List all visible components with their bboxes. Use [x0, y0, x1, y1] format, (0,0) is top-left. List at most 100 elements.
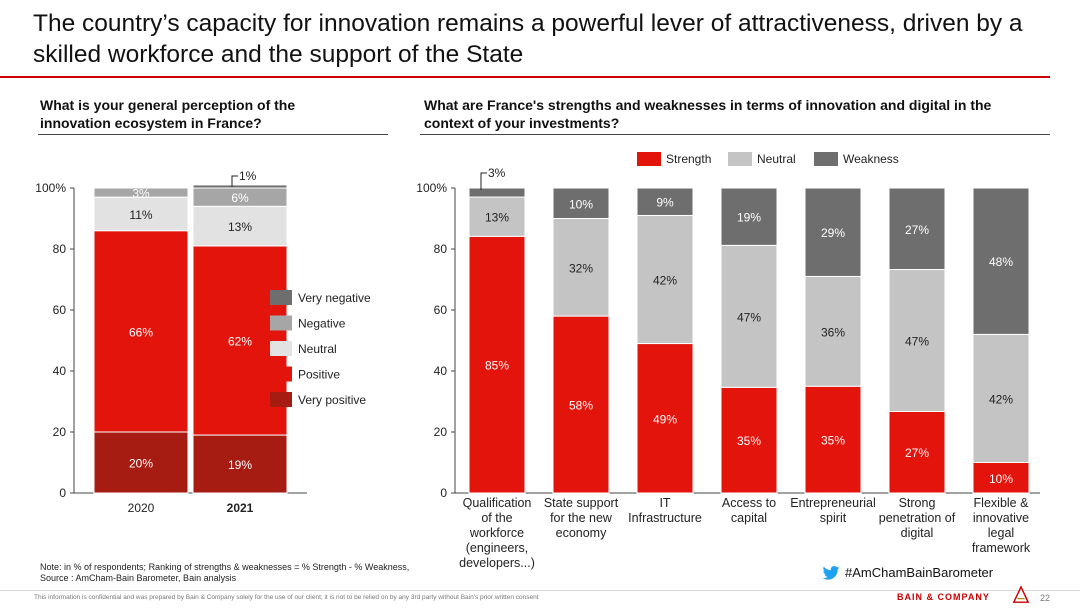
hashtag-text: #AmChamBainBarometer	[845, 565, 994, 580]
page-number: 22	[1040, 593, 1051, 603]
confidentiality-footer: This information is confidential and was…	[34, 594, 539, 601]
legend-label: Strength	[666, 152, 711, 166]
x-category-label: penetration of	[879, 511, 956, 525]
legend-swatch-positive	[270, 366, 292, 382]
bar-segment-weakness	[804, 187, 862, 277]
data-label: 35%	[737, 434, 761, 448]
bar-segment-weakness	[468, 187, 526, 198]
legend-swatch-negative	[270, 315, 292, 331]
x-category-label: spirit	[820, 511, 847, 525]
right-y-tick-label: 0	[440, 486, 447, 500]
x-category-label: Infrastructure	[628, 511, 702, 525]
x-category-label: legal	[988, 526, 1014, 540]
bar-segment-very-positive	[192, 434, 288, 494]
data-label: 19%	[737, 211, 761, 225]
data-label: 42%	[653, 274, 677, 288]
legend-label: Negative	[298, 317, 346, 331]
data-label: 48%	[989, 255, 1013, 269]
bar-segment-weakness	[720, 187, 778, 246]
data-label: 85%	[485, 359, 509, 373]
legend-swatch-very-positive	[270, 392, 292, 407]
left-question: What is your general perception of the i…	[40, 97, 296, 131]
left-y-tick-label: 40	[53, 364, 67, 378]
data-label: 32%	[569, 261, 593, 275]
x-category-label: 2021	[227, 501, 254, 515]
data-label: 58%	[569, 399, 593, 413]
data-label: 20%	[129, 457, 153, 471]
bar-segment-neutral	[93, 196, 189, 232]
data-label: 47%	[905, 335, 929, 349]
x-category-label: (engineers,	[466, 541, 529, 555]
right-y-tick-label: 100%	[416, 181, 447, 195]
x-category-label: Strong	[899, 496, 936, 510]
bar-segment-strength	[636, 343, 694, 494]
x-category-label: IT	[659, 496, 670, 510]
data-label: 27%	[905, 223, 929, 237]
note: Note: in % of respondents; Ranking of st…	[40, 562, 409, 584]
x-category-label: Access to	[722, 496, 776, 510]
legend-label: Weakness	[843, 152, 899, 166]
data-label: 1%	[239, 169, 257, 183]
title-divider	[0, 76, 1050, 78]
data-label: 3%	[132, 187, 150, 201]
footer-divider	[0, 590, 1080, 591]
data-label: 9%	[656, 196, 674, 210]
data-label: 35%	[821, 434, 845, 448]
bar-segment-strength	[720, 386, 778, 494]
x-category-label: Entrepreneurial	[790, 496, 875, 510]
hashtag-block[interactable]: #AmChamBainBarometer	[822, 565, 993, 580]
data-label: 27%	[905, 446, 929, 460]
bar-segment-neutral	[972, 333, 1030, 463]
data-label: 62%	[228, 335, 252, 349]
bar-segment-strength	[888, 410, 946, 494]
bain-logo-icon	[1012, 585, 1030, 603]
data-label: 42%	[989, 392, 1013, 406]
bar-segment-weakness	[636, 187, 694, 216]
legend-label: Neutral	[757, 152, 796, 166]
data-label: 49%	[653, 412, 677, 426]
data-label: 13%	[485, 211, 509, 225]
callout-line	[231, 175, 238, 187]
data-label: 36%	[821, 325, 845, 339]
x-category-label: economy	[556, 526, 607, 540]
x-category-label: Flexible &	[974, 496, 1030, 510]
legend-swatch-strength	[637, 152, 661, 166]
data-label: 10%	[989, 472, 1013, 486]
right-question-rule	[420, 134, 1050, 135]
bar-segment-weakness	[972, 187, 1030, 335]
callout-line	[480, 172, 487, 190]
legend-swatch-neutral	[728, 152, 752, 166]
brand-name: BAIN & COMPANY	[897, 592, 990, 602]
legend-label: Positive	[298, 368, 340, 382]
bar-segment-very-positive	[93, 431, 189, 494]
x-category-label: developers...)	[459, 556, 535, 570]
x-category-label: Qualification	[463, 496, 532, 510]
bar-segment-very-negative	[192, 184, 288, 189]
data-label: 13%	[228, 220, 252, 234]
note-line-2: Source : AmCham-Bain Barometer, Bain ana…	[40, 573, 237, 583]
data-label: 10%	[569, 197, 593, 211]
note-line-1: Note: in % of respondents; Ranking of st…	[40, 562, 410, 572]
twitter-bird-icon	[822, 565, 840, 580]
bar-segment-negative	[93, 187, 189, 198]
left-question-rule	[38, 134, 388, 135]
legend-swatch-very-negative	[270, 290, 292, 305]
page-title: The country’s capacity for innovation re…	[33, 10, 1023, 68]
right-y-tick-label: 20	[434, 425, 448, 439]
bar-segment-positive	[93, 230, 189, 433]
bar-segment-neutral	[468, 196, 526, 237]
left-y-tick-label: 80	[53, 242, 67, 256]
legend-label: Very negative	[298, 291, 371, 305]
left-y-tick-label: 20	[53, 425, 67, 439]
x-category-label: 2020	[128, 501, 155, 515]
legend-label: Neutral	[298, 342, 337, 356]
data-label: 19%	[228, 458, 252, 472]
right-y-tick-label: 60	[434, 303, 448, 317]
data-label: 29%	[821, 226, 845, 240]
bar-segment-weakness	[888, 187, 946, 271]
x-category-label: capital	[731, 511, 767, 525]
bar-segment-neutral	[192, 205, 288, 247]
bar-segment-neutral	[636, 214, 694, 345]
